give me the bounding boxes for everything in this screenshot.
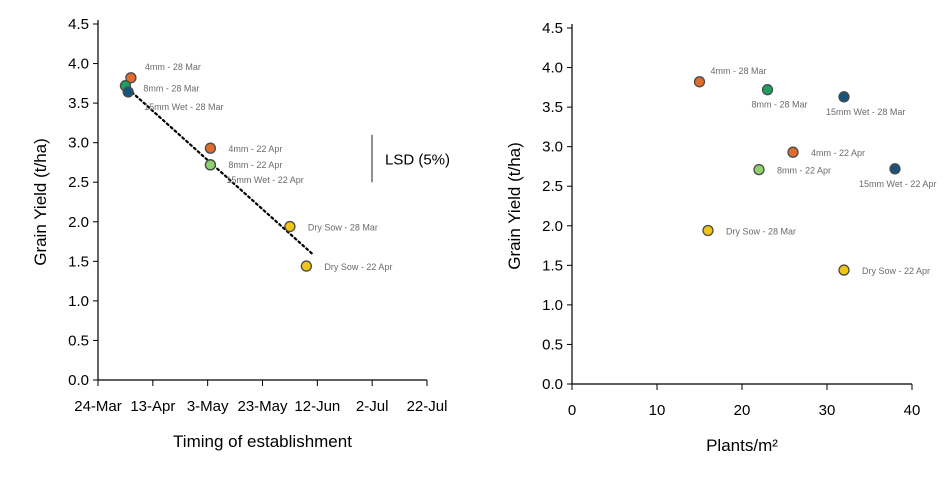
y-tick-label: 1.0 xyxy=(68,293,89,310)
y-tick-label: 4.5 xyxy=(542,20,563,37)
y-tick-label: 3.5 xyxy=(68,95,89,112)
y-tick-label: 2.0 xyxy=(68,214,89,231)
x-tick-label: 3-May xyxy=(187,398,229,415)
y-axis-title: Grain Yield (t/ha) xyxy=(505,142,524,270)
x-tick-label: 10 xyxy=(649,402,666,419)
data-point-label: 4mm - 28 Mar xyxy=(711,66,767,76)
data-point-label: 4mm - 28 Mar xyxy=(145,62,201,72)
y-tick-label: 0.5 xyxy=(68,332,89,349)
data-point-label: Dry Sow - 22 Apr xyxy=(324,262,392,272)
x-tick-label: 0 xyxy=(568,402,576,419)
x-tick-label: 13-Apr xyxy=(130,398,175,415)
data-point xyxy=(838,91,850,103)
data-point-label: 15mm Wet - 22 Apr xyxy=(226,175,303,185)
data-point xyxy=(125,72,137,84)
data-point xyxy=(838,264,850,276)
data-point-label: 8mm - 28 Mar xyxy=(143,84,199,94)
data-point xyxy=(204,142,217,154)
x-tick-label: 24-Mar xyxy=(74,398,122,415)
data-point xyxy=(787,146,799,158)
data-point xyxy=(753,163,765,176)
y-tick-label: 4.5 xyxy=(68,16,89,33)
chart-yield-vs-timing: 0.0 0.5 1.0 1.5 2.0 2.5 3.0 3.5 4.0 4.5 24-Mar 13-A… xyxy=(31,16,450,451)
data-point-label: Dry Sow - 28 Mar xyxy=(726,227,796,237)
x-tick-label: 23-May xyxy=(237,398,288,415)
y-tick-label: 1.5 xyxy=(68,253,89,270)
data-point xyxy=(122,86,134,98)
y-tick-label: 0.0 xyxy=(542,376,563,393)
data-point-label: Dry Sow - 22 Apr xyxy=(862,266,930,276)
data-point xyxy=(300,260,313,272)
data-point xyxy=(284,220,296,233)
y-axis-title: Grain Yield (t/ha) xyxy=(31,138,50,266)
chart-yield-vs-plants: 0.0 0.5 1.0 1.5 2.0 2.5 3.0 3.5 4.0 4.5 0 10 20 30 40 P… xyxy=(505,20,936,455)
data-point xyxy=(889,163,901,175)
x-tick-label: 12-Jun xyxy=(294,398,340,415)
data-point xyxy=(761,84,774,96)
lsd-label: LSD (5%) xyxy=(385,151,450,168)
data-point-label: 8mm - 22 Apr xyxy=(228,160,282,170)
x-tick-label: 22-Jul xyxy=(407,398,448,415)
y-tick-label: 2.5 xyxy=(68,174,89,191)
x-axis-title: Timing of establishment xyxy=(173,432,352,451)
data-point-label: 15mm Wet - 28 Mar xyxy=(826,107,905,117)
data-point xyxy=(204,159,217,171)
y-tick-label: 4.0 xyxy=(68,56,89,73)
data-point-label: 8mm - 22 Apr xyxy=(777,166,831,176)
x-tick-label: 30 xyxy=(819,402,836,419)
y-tick-label: 1.0 xyxy=(542,297,563,314)
x-tick-label: 20 xyxy=(734,402,751,419)
x-tick-label: 2-Jul xyxy=(356,398,389,415)
y-tick-label: 4.0 xyxy=(542,60,563,77)
y-tick-label: 3.5 xyxy=(542,99,563,116)
data-point-label: 15mm Wet - 28 Mar xyxy=(144,102,223,112)
x-axis-title: Plants/m² xyxy=(706,436,778,455)
y-tick-label: 1.5 xyxy=(542,257,563,274)
data-point-label: 15mm Wet - 22 Apr xyxy=(859,179,936,189)
data-point xyxy=(693,76,706,88)
y-tick-label: 3.0 xyxy=(68,135,89,152)
y-tick-label: 2.0 xyxy=(542,218,563,235)
data-point-label: Dry Sow - 28 Mar xyxy=(308,223,378,233)
y-tick-label: 3.0 xyxy=(542,139,563,156)
data-point xyxy=(702,224,714,237)
data-point-label: 8mm - 28 Mar xyxy=(752,100,808,110)
data-point-label: 4mm - 22 Apr xyxy=(811,148,865,158)
y-tick-label: 0.0 xyxy=(68,372,89,389)
y-tick-label: 2.5 xyxy=(542,178,563,195)
data-point-label: 4mm - 22 Apr xyxy=(228,144,282,154)
x-tick-label: 40 xyxy=(904,402,921,419)
y-tick-label: 0.5 xyxy=(542,336,563,353)
trendline xyxy=(127,87,313,255)
